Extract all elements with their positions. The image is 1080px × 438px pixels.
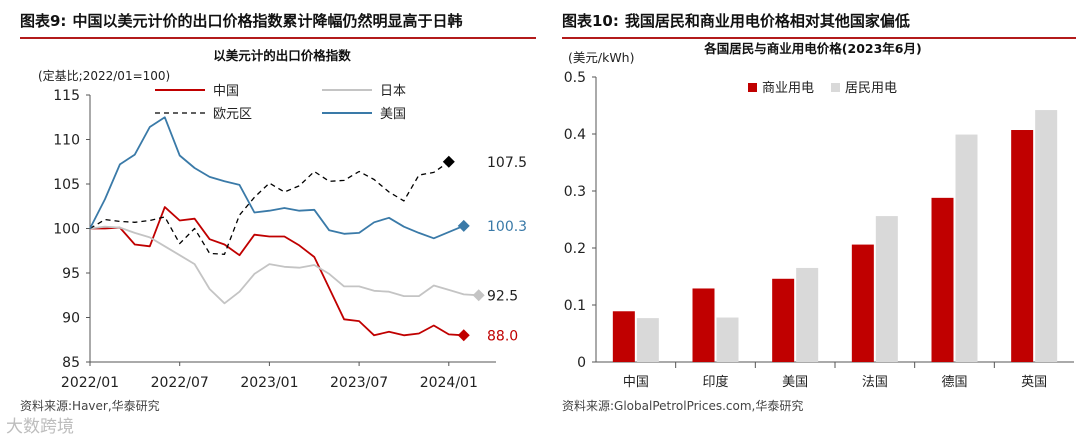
y-tick-label: 0.1 — [564, 298, 586, 314]
figure-9-source: 资料来源:Haver,华泰研究 — [20, 399, 160, 413]
bar-0-0 — [612, 311, 635, 362]
figure-10-title-rule — [562, 37, 1076, 39]
figure-10-title-text: 我国居民和商业用电价格相对其他国家偏低 — [624, 12, 910, 30]
figure-9-title-text: 中国以美元计价的出口价格指数累计降幅仍然明显高于日韩 — [72, 12, 463, 30]
y-tick-label: 105 — [53, 177, 80, 193]
bar-1-0 — [636, 318, 659, 362]
bar-0-5 — [1011, 130, 1034, 362]
y-tick-label: 100 — [53, 222, 80, 238]
figure-10-source: 资料来源:GlobalPetrolPrices.com,华泰研究 — [562, 399, 804, 413]
x-category-label: 德国 — [941, 375, 967, 390]
line-chart-unit-note: (定基比;2022/01=100) — [38, 68, 170, 83]
figure-10-panel: 图表10: 我国居民和商业用电价格相对其他国家偏低 各国居民与商业用电价格(202… — [548, 0, 1080, 438]
x-category-label: 美国 — [782, 375, 808, 390]
series-end-marker-3 — [457, 219, 470, 232]
x-tick-label: 2023/01 — [240, 375, 298, 391]
bar-0-2 — [772, 278, 795, 362]
electricity-price-bar-chart: 各国居民与商业用电价格(2023年6月) (美元/kWh) 0 0.1 0.2 0.3… — [564, 41, 1074, 390]
bar-chart-ylabel: (美元/kWh) — [568, 50, 635, 65]
series-end-label-1: 92.5 — [487, 288, 518, 304]
series-end-marker-0 — [457, 329, 470, 342]
series-line-2 — [89, 161, 450, 255]
x-tick-label: 2023/07 — [330, 375, 388, 391]
bar-0-1 — [692, 288, 715, 362]
legend-label-0: 中国 — [213, 84, 239, 99]
x-tick-label: 2022/07 — [151, 375, 209, 391]
series-line-1 — [89, 225, 479, 305]
export-price-line-chart: 以美元计的出口价格指数 (定基比;2022/01=100) 85 90 95 100 1… — [38, 48, 527, 391]
y-tick-label: 115 — [53, 88, 80, 104]
series-line-0 — [90, 206, 464, 337]
y-tick-label: 85 — [62, 355, 80, 371]
y-tick-label: 95 — [62, 266, 80, 282]
legend-swatch-1 — [831, 83, 840, 92]
x-category-label: 法国 — [862, 375, 888, 390]
y-tick-label: 0.4 — [564, 127, 586, 143]
figure-10-title: 图表10: 我国居民和商业用电价格相对其他国家偏低 — [562, 10, 910, 31]
figure-9-title-rule — [20, 37, 536, 39]
figure-9-panel: 图表9: 中国以美元计价的出口价格指数累计降幅仍然明显高于日韩 以美元计的出口价格… — [6, 10, 536, 437]
legend-label-1: 日本 — [380, 84, 406, 99]
y-tick-label: 0 — [577, 355, 586, 371]
legend-label-2: 欧元区 — [213, 107, 252, 122]
x-tick-label: 2022/01 — [61, 375, 119, 391]
bar-0-4 — [931, 197, 954, 362]
legend-label-3: 美国 — [380, 107, 406, 122]
bar-1-2 — [796, 267, 819, 362]
x-category-label: 英国 — [1021, 375, 1047, 390]
y-tick-label: 0.5 — [564, 70, 586, 86]
legend-label-0: 商业用电 — [762, 81, 814, 96]
series-end-label-2: 107.5 — [487, 155, 527, 171]
bar-0-3 — [851, 244, 874, 362]
x-category-label: 中国 — [623, 375, 649, 390]
series-end-label-3: 100.3 — [487, 219, 527, 235]
legend-label-1: 居民用电 — [845, 81, 897, 96]
figure-9-title: 图表9: 中国以美元计价的出口价格指数累计降幅仍然明显高于日韩 — [20, 10, 462, 31]
y-tick-label: 0.2 — [564, 241, 586, 257]
series-end-marker-2 — [442, 155, 455, 168]
series-end-label-0: 88.0 — [487, 328, 518, 344]
legend-swatch-0 — [748, 83, 757, 92]
line-chart-title: 以美元计的出口价格指数 — [213, 48, 351, 63]
x-tick-label: 2024/01 — [420, 375, 478, 391]
bar-1-4 — [955, 134, 978, 362]
series-end-marker-1 — [472, 289, 485, 302]
watermark-text: 大数跨境 — [6, 417, 74, 437]
series-line-3 — [89, 116, 465, 240]
figure-10-number: 图表10: — [562, 12, 619, 30]
bar-1-5 — [1035, 110, 1058, 362]
y-tick-label: 90 — [62, 311, 80, 327]
y-tick-label: 110 — [53, 133, 80, 149]
bar-chart-title: 各国居民与商业用电价格(2023年6月) — [703, 41, 921, 56]
x-category-label: 印度 — [702, 374, 728, 390]
figure-9-number: 图表9: — [20, 12, 67, 30]
bar-1-3 — [875, 216, 898, 362]
y-tick-label: 0.3 — [564, 184, 586, 200]
bar-1-1 — [716, 317, 739, 362]
